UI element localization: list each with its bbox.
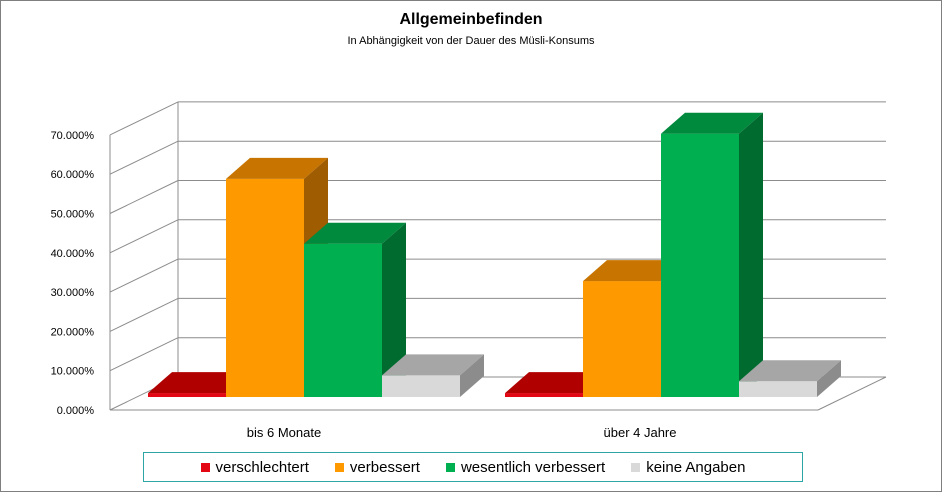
legend-item: verbessert — [334, 458, 420, 476]
legend-item: wesentlich verbessert — [445, 458, 606, 476]
legend-swatch — [631, 462, 641, 472]
legend-label: keine Angaben — [646, 458, 746, 476]
bar-keine-Angaben-1 — [382, 354, 484, 397]
chart-title: Allgemeinbefinden — [399, 11, 543, 28]
y-tick-label: 0.000% — [57, 405, 95, 417]
legend-label: wesentlich verbessert — [460, 458, 606, 476]
y-tick-label: 50.000% — [51, 209, 95, 221]
chart-subtitle: In Abhängigkeit von der Dauer des Müsli-… — [347, 35, 595, 47]
legend-label: verschlechtert — [215, 458, 309, 476]
legend-swatch — [334, 462, 344, 472]
y-tick-label: 40.000% — [51, 248, 95, 260]
y-tick-label: 60.000% — [51, 169, 95, 181]
bar-keine-Angaben-2 — [739, 360, 841, 397]
chart-floor — [109, 101, 887, 411]
y-tick-label: 70.000% — [51, 130, 95, 142]
bar-wesentlich-verbessert-1 — [304, 222, 406, 397]
legend-label: verbessert — [349, 458, 420, 476]
legend-item: keine Angaben — [631, 459, 745, 476]
bar-wesentlich-verbessert-2 — [661, 112, 763, 397]
legend-swatch — [200, 462, 210, 472]
y-tick-label: 30.000% — [51, 287, 95, 299]
category-label: bis 6 Monate — [247, 425, 321, 440]
gridline — [109, 140, 886, 175]
chart-legend: verschlechtert verbessert wesentlich verbe… — [143, 452, 803, 482]
y-tick-label: 20.000% — [51, 326, 95, 338]
legend-item: verschlechtert — [200, 458, 309, 476]
y-tick-label: 10.000% — [51, 366, 95, 378]
legend-swatch — [445, 462, 455, 472]
gridline — [109, 101, 886, 136]
category-label: über 4 Jahre — [604, 425, 677, 440]
